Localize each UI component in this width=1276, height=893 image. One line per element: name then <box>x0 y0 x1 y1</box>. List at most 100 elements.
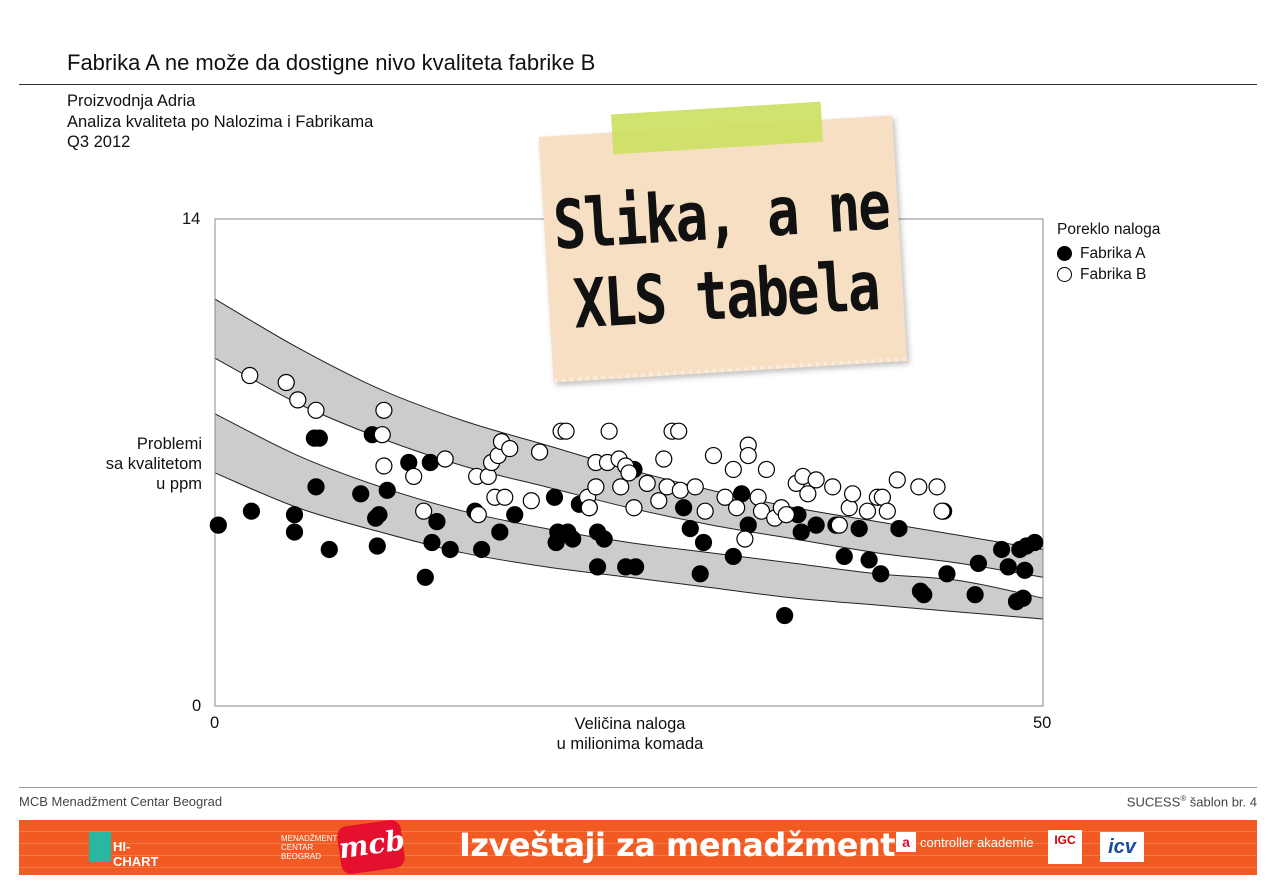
point-fabrika-b-39 <box>670 422 688 440</box>
hichart-logo-mark-icon <box>89 832 111 862</box>
point-fabrika-b-18 <box>501 439 519 458</box>
footer-template-suffix: šablon br. 4 <box>1186 794 1257 810</box>
point-fabrika-a-65 <box>1016 561 1034 579</box>
point-fabrika-a-33 <box>595 530 613 548</box>
point-fabrika-a-35 <box>627 558 645 576</box>
point-fabrika-a-16 <box>421 453 439 472</box>
banner-title: Izveštaji za menadžment <box>459 826 896 864</box>
point-fabrika-a-32 <box>588 558 607 576</box>
point-fabrika-a-19 <box>441 540 459 559</box>
point-fabrika-b-62 <box>840 499 858 517</box>
controller-akademie-text: controller akademie <box>920 835 1034 850</box>
point-fabrika-a-13 <box>378 481 396 499</box>
point-fabrika-a-58 <box>966 586 984 604</box>
point-fabrika-a-6 <box>307 478 325 496</box>
point-fabrika-a-7 <box>320 540 338 559</box>
icv-logo: icv <box>1100 832 1144 862</box>
point-fabrika-a-15 <box>416 568 434 586</box>
point-fabrika-b-25 <box>587 478 605 496</box>
point-fabrika-b-34 <box>638 474 656 492</box>
point-fabrika-a-26 <box>547 533 565 552</box>
footer-company: MCB Menadžment Centar Beograd <box>19 794 223 809</box>
point-fabrika-b-8 <box>415 502 433 520</box>
point-fabrika-a-52 <box>872 565 890 583</box>
point-fabrika-a-47 <box>807 516 825 534</box>
y-tick-min: 0 <box>192 697 202 715</box>
point-fabrika-b-70 <box>933 502 951 520</box>
point-fabrika-a-5 <box>310 429 328 447</box>
point-fabrika-b-68 <box>888 471 906 489</box>
point-fabrika-b-64 <box>858 502 877 520</box>
y-axis-label: Problemi sa kvalitetom u ppm <box>80 434 202 494</box>
point-fabrika-b-9 <box>436 450 454 468</box>
point-fabrika-a-2 <box>285 506 304 524</box>
point-fabrika-a-53 <box>890 519 908 538</box>
legend-white-dot-icon <box>1057 267 1072 282</box>
point-fabrika-a-3 <box>285 523 304 541</box>
point-fabrika-a-18 <box>428 513 446 531</box>
menadzment-centar-logo: MENADŽMENT CENTAR BEOGRAD <box>281 834 351 861</box>
point-fabrika-b-10 <box>469 506 487 524</box>
point-fabrika-a-0 <box>209 516 227 534</box>
point-fabrika-b-19 <box>522 492 540 510</box>
subtitle-line-period: Q3 2012 <box>67 133 131 151</box>
point-fabrika-b-69 <box>910 478 928 496</box>
point-fabrika-a-55 <box>915 586 933 604</box>
point-fabrika-b-32 <box>620 464 638 482</box>
title-divider <box>19 84 1257 85</box>
mcb-logo: mcb <box>335 818 407 876</box>
point-fabrika-b-55 <box>777 506 795 524</box>
point-fabrika-b-42 <box>696 502 714 520</box>
subtitle-line-analysis: Analiza kvaliteta po Nalozima i Fabrikam… <box>67 112 374 131</box>
legend-black-dot-icon <box>1057 246 1072 261</box>
point-fabrika-b-4 <box>375 401 393 419</box>
controller-akademie-mark-icon: a <box>896 832 916 852</box>
point-fabrika-b-58 <box>799 485 817 503</box>
subtitle-block: Proizvodnja Adria Analiza kvaliteta po N… <box>67 91 373 153</box>
point-fabrika-b-67 <box>878 502 896 520</box>
legend-label-fabrika-b: Fabrika B <box>1080 265 1147 283</box>
point-fabrika-b-20 <box>530 443 549 461</box>
point-fabrika-b-47 <box>736 530 754 548</box>
chart-legend: Poreklo naloga Fabrika A Fabrika B <box>1057 221 1160 285</box>
point-fabrika-a-24 <box>545 488 564 506</box>
point-fabrika-b-40 <box>671 481 689 499</box>
point-fabrika-b-63 <box>843 485 862 503</box>
point-fabrika-b-45 <box>724 460 742 479</box>
point-fabrika-a-8 <box>352 485 370 503</box>
point-fabrika-a-59 <box>969 554 988 572</box>
point-fabrika-a-1 <box>242 502 261 520</box>
x-axis-label-line: Veličina naloga <box>574 715 686 733</box>
point-fabrika-b-24 <box>580 499 598 517</box>
point-fabrika-b-44 <box>716 488 734 506</box>
point-fabrika-a-50 <box>850 519 868 538</box>
y-axis-label-line: u ppm <box>156 475 202 493</box>
point-fabrika-a-28 <box>564 530 582 548</box>
legend-label-fabrika-a: Fabrika A <box>1080 244 1146 262</box>
subtitle-line-company: Proizvodnja Adria <box>67 92 196 110</box>
igc-logo: IGC <box>1048 830 1082 864</box>
point-fabrika-b-6 <box>375 457 393 475</box>
mc-logo-line: MENADŽMENT <box>281 834 338 843</box>
point-fabrika-b-12 <box>479 467 497 486</box>
controller-akademie-logo: a controller akademie <box>896 832 1033 852</box>
point-fabrika-a-17 <box>423 533 441 552</box>
point-fabrika-b-5 <box>373 426 391 444</box>
point-fabrika-b-17 <box>496 488 514 506</box>
footer-template-prefix: SUCESS <box>1126 794 1181 810</box>
point-fabrika-a-41 <box>724 547 742 566</box>
registered-mark: ® <box>1180 794 1187 803</box>
point-fabrika-b-22 <box>557 422 575 440</box>
point-fabrika-a-40 <box>694 533 713 552</box>
point-fabrika-b-52 <box>757 460 776 479</box>
point-fabrika-b-0 <box>241 366 259 385</box>
footer-banner: HI-CHART MENADŽMENT CENTAR BEOGRAD mcb I… <box>19 818 1257 876</box>
x-axis-label: Veličina naloga u milionima komada <box>520 714 740 754</box>
point-fabrika-a-39 <box>691 565 709 583</box>
sticky-note-text: Slika, a ne XLS tabela <box>542 165 905 346</box>
footer-template-id: SUCESS® šablon br. 4 <box>1127 794 1257 809</box>
x-tick-min: 0 <box>210 714 220 732</box>
point-fabrika-a-67 <box>1026 533 1044 552</box>
point-fabrika-b-33 <box>625 499 643 517</box>
y-axis-label-line: Problemi <box>136 435 202 453</box>
